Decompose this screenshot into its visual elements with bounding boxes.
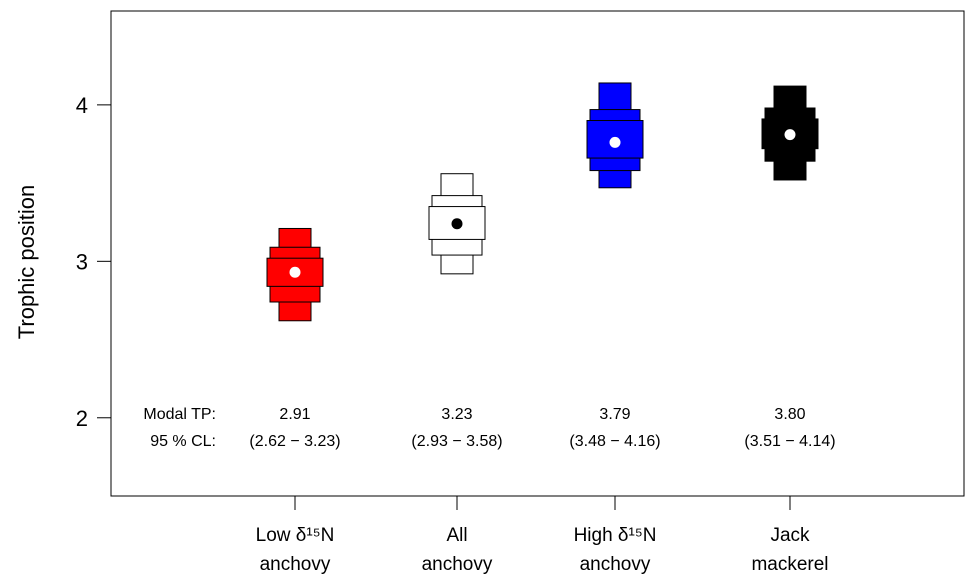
series-group: 3.79 (3.48 − 4.16) (569, 82, 661, 450)
x-axis: Low δ¹⁵N anchovy All anchovy High δ¹⁵N anchov… (256, 496, 829, 575)
plot-frame (110, 10, 965, 497)
x-category-label: anchovy (260, 554, 331, 575)
series-group: 3.80 (3.51 − 4.14) (744, 85, 836, 450)
x-category-label: anchovy (422, 554, 493, 575)
y-axis: 2 3 4 (76, 93, 111, 431)
ci-row-label: 95 % CL: (150, 433, 216, 450)
x-category-label: anchovy (580, 554, 651, 575)
mode-point (451, 218, 463, 230)
series-group: 3.23 (2.93 − 3.58) (411, 173, 503, 450)
x-category-label: Low δ¹⁵N (256, 525, 335, 546)
ci-value: (3.51 − 4.14) (744, 433, 835, 450)
x-category-label: All (446, 525, 467, 546)
mode-point (609, 136, 621, 148)
mode-point (289, 266, 301, 278)
ci-value: (3.48 − 4.16) (569, 433, 660, 450)
modal-tp-value: 3.79 (599, 406, 630, 423)
x-category-label: mackerel (751, 554, 828, 575)
series-group: 2.91 (2.62 − 3.23) (249, 227, 341, 450)
mode-point (784, 129, 796, 141)
distribution-marks: 2.91 (2.62 − 3.23) 3.23 (2.93 − 3.58) 3.79 (3… (249, 82, 836, 450)
modal-tp-value: 3.23 (441, 406, 472, 423)
x-category-label: High δ¹⁵N (574, 525, 657, 546)
ci-value: (2.93 − 3.58) (411, 433, 502, 450)
modal-tp-value: 3.80 (774, 406, 805, 423)
modal-tp-value: 2.91 (279, 406, 310, 423)
ci-value: (2.62 − 3.23) (249, 433, 340, 450)
y-tick-label: 2 (76, 406, 88, 431)
y-tick-label: 4 (76, 93, 88, 118)
x-category-label: Jack (770, 525, 810, 546)
y-tick-label: 3 (76, 249, 88, 274)
modal-tp-row-label: Modal TP: (143, 406, 216, 423)
y-axis-label: Trophic position (14, 185, 39, 339)
